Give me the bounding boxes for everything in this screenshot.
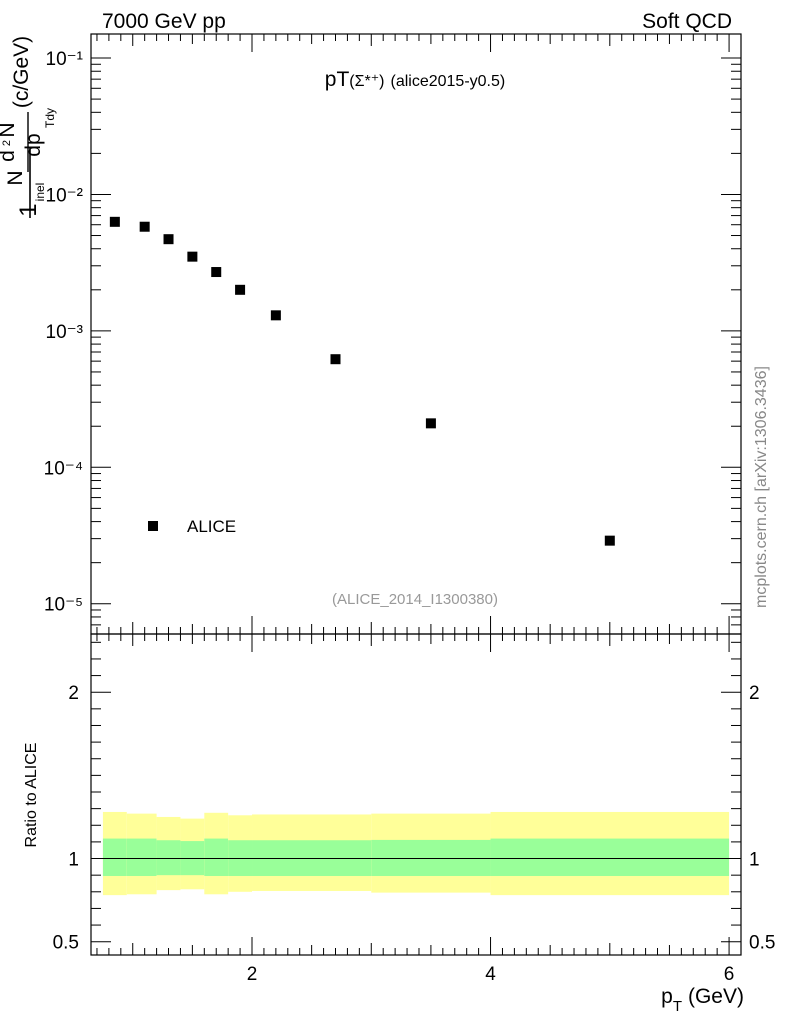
data-point xyxy=(211,267,222,278)
svg-text:N: N xyxy=(0,122,19,137)
alice-data-points xyxy=(109,216,615,546)
svg-text:2: 2 xyxy=(1,140,13,146)
data-point xyxy=(330,354,341,365)
analysis-watermark: (ALICE_2014_I1300380) xyxy=(332,591,498,608)
main-y-tick-label: 10⁻¹ xyxy=(46,49,84,70)
data-point xyxy=(604,535,615,546)
inner-band-segment xyxy=(126,838,157,876)
x-axis-label: pT (GeV) xyxy=(661,985,744,1015)
main-y-tick-label: 10⁻² xyxy=(46,185,84,206)
svg-text:inel: inel xyxy=(33,183,47,202)
x-tick-label: 4 xyxy=(485,964,496,985)
legend: ALICE xyxy=(148,517,236,536)
ratio-y-tick-label-left: 0.5 xyxy=(53,933,79,954)
main-y-tick-label: 10⁻³ xyxy=(46,322,84,343)
ratio-y-tick-label-left: 2 xyxy=(68,683,79,704)
svg-text:Tdy: Tdy xyxy=(43,108,57,128)
main-y-axis-label: 1 N inel d 2 N dp Tdy (c/GeV) xyxy=(0,36,57,218)
ratio-uncertainty-bands xyxy=(91,811,741,896)
plot-title: pT(Σ*⁺) (alice2015-y0.5) xyxy=(325,68,505,91)
header-collision-label: 7000 GeV pp xyxy=(102,10,226,33)
x-tick-label: 6 xyxy=(724,964,735,985)
svg-text:dp: dp xyxy=(22,133,45,156)
inner-band-segment xyxy=(490,838,730,876)
svg-text:d: d xyxy=(0,150,19,162)
plot-title-particle: (Σ*⁺) xyxy=(349,73,384,90)
side-source-label: mcplots.cern.ch [arXiv:1306.3436] xyxy=(753,366,770,608)
legend-label: ALICE xyxy=(187,517,236,536)
header-category-label: Soft QCD xyxy=(642,10,732,33)
inner-band-segment xyxy=(371,839,491,876)
x-axis-label-main: p xyxy=(661,985,673,1008)
svg-text:N: N xyxy=(4,170,27,185)
plot-title-tag: (alice2015-y0.5) xyxy=(391,73,506,90)
main-y-tick-label: 10⁻⁵ xyxy=(44,595,83,616)
data-point xyxy=(109,216,120,227)
data-point xyxy=(139,221,150,232)
x-tick-label: 2 xyxy=(247,964,258,985)
x-axis-label-sub: T xyxy=(673,998,682,1015)
ratio-y-tick-label-right: 0.5 xyxy=(749,933,775,954)
main-y-tick-label: 10⁻⁴ xyxy=(44,458,83,479)
legend-marker xyxy=(148,521,158,531)
data-point xyxy=(235,284,246,295)
inner-band-segment xyxy=(102,838,127,876)
ratio-y-tick-label-right: 1 xyxy=(749,850,760,871)
inner-band-segment xyxy=(204,838,229,876)
main-panel-frame xyxy=(90,33,742,635)
data-point xyxy=(187,251,198,262)
x-axis-label-unit: (GeV) xyxy=(688,985,744,1008)
svg-text:1: 1 xyxy=(15,203,42,216)
data-point xyxy=(163,234,174,245)
main-panel-axes: 10⁻⁵ 10⁻⁴ 10⁻³ 10⁻² 10⁻¹ xyxy=(44,33,742,635)
plot-title-main: pT xyxy=(325,68,350,91)
ratio-y-axis-label: Ratio to ALICE xyxy=(23,743,40,848)
inner-band-segment xyxy=(156,840,181,876)
data-point xyxy=(425,418,436,429)
main-y-axis-unit: (c/GeV) xyxy=(10,36,33,108)
data-point xyxy=(270,310,281,321)
ratio-panel-frame xyxy=(90,633,742,956)
ratio-panel-axes: 2 4 6 0.5 0.5 1 1 2 2 xyxy=(53,633,775,985)
ratio-y-tick-label-right: 2 xyxy=(749,683,760,704)
ratio-y-tick-label-left: 1 xyxy=(68,850,79,871)
